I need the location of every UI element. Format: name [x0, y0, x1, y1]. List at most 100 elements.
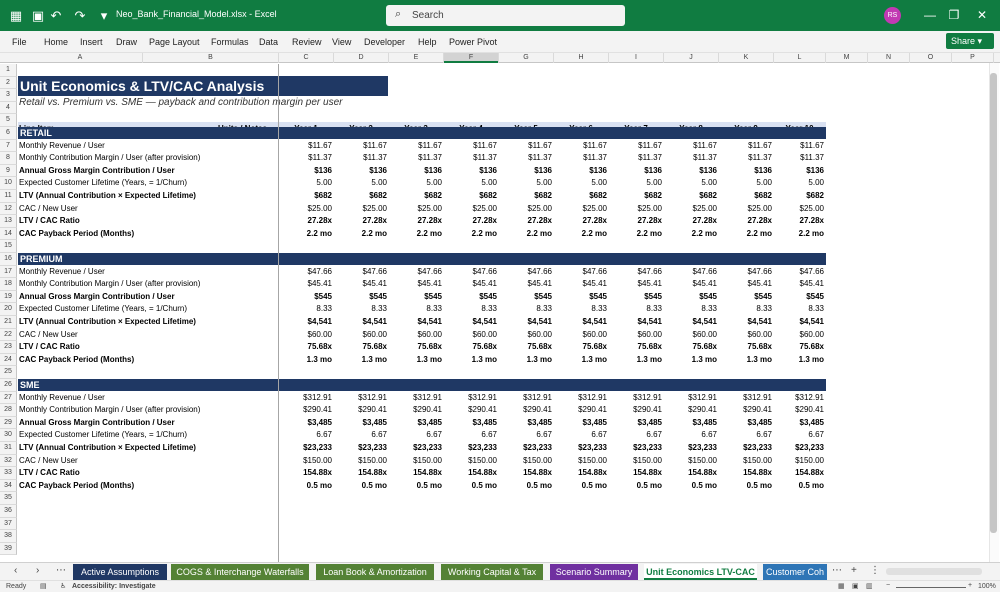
row-label[interactable]: CAC / New User [19, 203, 78, 213]
menu-data[interactable]: Data [259, 37, 279, 47]
value-cell[interactable]: 1.3 mo [746, 354, 772, 364]
value-cell[interactable]: 5.00 [371, 178, 387, 188]
row-header-3[interactable]: 3 [0, 89, 17, 102]
value-cell[interactable]: 2.2 mo [636, 228, 662, 238]
value-cell[interactable]: $47.66 [417, 266, 442, 276]
value-cell[interactable]: 5.00 [701, 178, 717, 188]
value-cell[interactable]: 5.00 [646, 178, 662, 188]
column-header-g[interactable]: G [499, 53, 554, 63]
value-cell[interactable]: $60.00 [362, 329, 387, 339]
normal-view-icon[interactable]: ▦ [838, 583, 845, 590]
value-cell[interactable]: $45.41 [307, 279, 332, 289]
row-header-8[interactable]: 8 [0, 152, 17, 165]
value-cell[interactable]: $23,233 [468, 443, 497, 452]
value-cell[interactable]: 27.28x [692, 216, 717, 226]
value-cell[interactable]: 75.68x [307, 342, 332, 352]
value-cell[interactable]: $3,485 [799, 417, 824, 427]
column-header-i[interactable]: I [609, 53, 664, 63]
value-cell[interactable]: $312.91 [688, 392, 717, 402]
row-label[interactable]: Annual Gross Margin Contribution / User [19, 417, 175, 427]
menu-page-layout[interactable]: Page Layout [149, 37, 200, 47]
sheet-tab[interactable]: Working Capital & Tax [441, 564, 543, 580]
value-cell[interactable]: $3,485 [417, 417, 442, 427]
value-cell[interactable]: $312.91 [743, 392, 772, 402]
value-cell[interactable]: $4,541 [799, 317, 824, 326]
value-cell[interactable]: $45.41 [692, 279, 717, 289]
row-header-23[interactable]: 23 [0, 341, 17, 354]
value-cell[interactable]: 1.3 mo [471, 354, 497, 364]
value-cell[interactable]: $45.41 [747, 279, 772, 289]
value-cell[interactable]: 1.3 mo [581, 354, 607, 364]
value-cell[interactable]: 8.33 [536, 304, 552, 314]
menu-insert[interactable]: Insert [80, 37, 103, 47]
value-cell[interactable]: $682 [754, 191, 772, 200]
value-cell[interactable]: $682 [644, 191, 662, 200]
value-cell[interactable]: 8.33 [808, 304, 824, 314]
row-label[interactable]: LTV / CAC Ratio [19, 216, 80, 226]
value-cell[interactable]: 8.33 [316, 304, 332, 314]
customize-toolbar-icon[interactable]: ▾ [100, 8, 108, 23]
row-header-14[interactable]: 14 [0, 227, 17, 241]
value-cell[interactable]: $312.91 [358, 392, 387, 402]
value-cell[interactable]: $23,233 [358, 443, 387, 452]
value-cell[interactable]: 154.88x [303, 468, 332, 478]
value-cell[interactable]: $4,541 [747, 317, 772, 326]
value-cell[interactable]: 27.28x [307, 216, 332, 226]
value-cell[interactable]: $3,485 [472, 417, 497, 427]
value-cell[interactable]: $150.00 [468, 455, 497, 465]
value-cell[interactable]: 1.3 mo [691, 354, 717, 364]
row-header-11[interactable]: 11 [0, 190, 17, 203]
row-label[interactable]: Monthly Contribution Margin / User (afte… [19, 279, 201, 289]
column-header-h[interactable]: H [554, 53, 609, 63]
row-header-1[interactable]: 1 [0, 64, 17, 77]
value-cell[interactable]: 6.67 [756, 430, 772, 440]
value-cell[interactable]: $25.00 [799, 203, 824, 213]
add-sheet-icon[interactable]: + [851, 565, 857, 576]
value-cell[interactable]: 6.67 [426, 430, 442, 440]
value-cell[interactable]: $136 [424, 165, 442, 175]
value-cell[interactable]: 2.2 mo [746, 228, 772, 238]
column-header-c[interactable]: C [279, 53, 334, 63]
value-cell[interactable]: $45.41 [799, 279, 824, 289]
row-header-21[interactable]: 21 [0, 316, 17, 329]
value-cell[interactable]: $4,541 [637, 317, 662, 326]
row-header-4[interactable]: 4 [0, 101, 17, 115]
row-header-34[interactable]: 34 [0, 479, 17, 493]
value-cell[interactable]: $4,541 [692, 317, 717, 326]
value-cell[interactable]: $290.41 [578, 405, 607, 415]
value-cell[interactable]: 8.33 [701, 304, 717, 314]
value-cell[interactable]: 6.67 [591, 430, 607, 440]
value-cell[interactable]: $11.37 [418, 153, 442, 163]
row-header-24[interactable]: 24 [0, 353, 17, 367]
value-cell[interactable]: 2.2 mo [526, 228, 552, 238]
value-cell[interactable]: 27.28x [799, 216, 824, 226]
value-cell[interactable]: $60.00 [747, 329, 772, 339]
value-cell[interactable]: $25.00 [472, 203, 497, 213]
value-cell[interactable]: $290.41 [633, 405, 662, 415]
value-cell[interactable]: $150.00 [523, 455, 552, 465]
user-avatar[interactable]: RS [884, 7, 901, 24]
value-cell[interactable]: $290.41 [468, 405, 497, 415]
row-label[interactable]: LTV (Annual Contribution × Expected Life… [19, 191, 196, 200]
value-cell[interactable]: $23,233 [795, 443, 824, 452]
row-label[interactable]: LTV / CAC Ratio [19, 468, 80, 478]
row-header-6[interactable]: 6 [0, 127, 17, 140]
value-cell[interactable]: 2.2 mo [416, 228, 442, 238]
section-header-retail[interactable]: RETAIL [18, 127, 826, 139]
value-cell[interactable]: 75.68x [527, 342, 552, 352]
value-cell[interactable]: 27.28x [472, 216, 497, 226]
row-header-16[interactable]: 16 [0, 253, 17, 266]
value-cell[interactable]: $45.41 [417, 279, 442, 289]
value-cell[interactable]: 75.68x [799, 342, 824, 352]
value-cell[interactable]: $136 [369, 165, 387, 175]
value-cell[interactable]: 1.3 mo [636, 354, 662, 364]
value-cell[interactable]: $60.00 [799, 329, 824, 339]
value-cell[interactable]: 8.33 [756, 304, 772, 314]
value-cell[interactable]: $312.91 [303, 392, 332, 402]
value-cell[interactable]: $150.00 [303, 455, 332, 465]
value-cell[interactable]: 8.33 [371, 304, 387, 314]
column-header-p[interactable]: P [952, 53, 994, 63]
value-cell[interactable]: 6.67 [316, 430, 332, 440]
row-label[interactable]: CAC Payback Period (Months) [19, 228, 135, 238]
value-cell[interactable]: 5.00 [316, 178, 332, 188]
